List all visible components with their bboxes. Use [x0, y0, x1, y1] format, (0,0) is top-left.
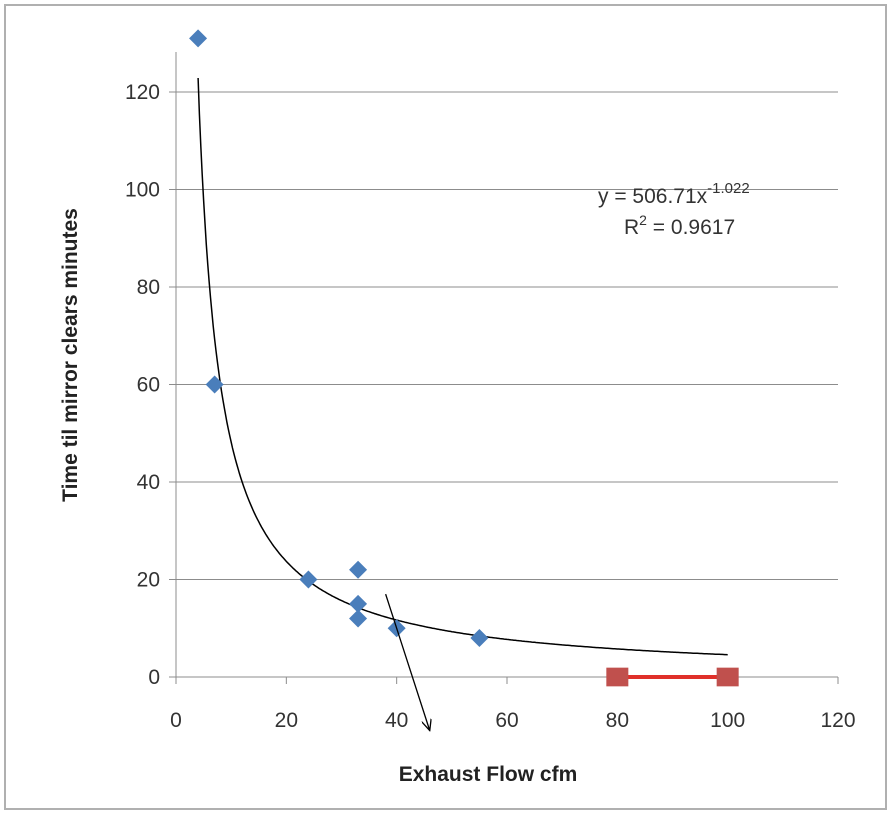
axes — [169, 52, 839, 684]
x-tick-label-0: 0 — [170, 709, 182, 732]
gridlines — [176, 91, 838, 580]
x-tick-label-20: 20 — [275, 709, 298, 732]
trendline-equation: y = 506.71x-1.022 — [598, 180, 750, 208]
y-tick-label-60: 60 — [137, 374, 160, 397]
data-series — [189, 29, 739, 687]
diamond-point-7 — [470, 629, 489, 647]
x-tick-label-100: 100 — [710, 709, 745, 732]
x-tick-label-60: 60 — [495, 709, 518, 732]
diamond-point-1 — [205, 375, 224, 394]
x-tick-label-80: 80 — [606, 709, 629, 732]
diamond-point-3 — [349, 560, 368, 579]
chart-frame — [4, 4, 887, 810]
tick-labels: 0 20 40 60 80 100 120 0 20 40 60 80 100 120 — [125, 81, 856, 732]
annotation-arrow-0 — [385, 593, 430, 731]
y-axis-title: Time til mirror clears minutes — [59, 208, 82, 502]
r-squared-superscript: 2 — [639, 212, 647, 228]
diamond-point-5 — [349, 609, 368, 628]
y-tick-label-100: 100 — [125, 179, 160, 202]
equation-base: y = 506.71x — [598, 185, 708, 208]
square-point-0 — [606, 667, 629, 687]
y-tick-label-120: 120 — [125, 81, 160, 104]
square-point-1 — [716, 667, 739, 687]
r-squared: R2 = 0.9617 — [624, 212, 735, 239]
y-tick-label-0: 0 — [148, 666, 160, 689]
r-squared-prefix: R — [624, 216, 639, 239]
trendline-group — [197, 77, 728, 656]
diamond-point-2 — [299, 570, 318, 589]
x-axis-title: Exhaust Flow cfm — [399, 763, 578, 786]
equation-exponent: -1.022 — [707, 180, 750, 197]
diamond-point-0 — [189, 29, 208, 48]
annotations — [385, 593, 430, 731]
diamond-point-4 — [349, 594, 368, 613]
y-tick-label-20: 20 — [137, 569, 160, 592]
y-tick-label-80: 80 — [137, 276, 160, 299]
x-tick-label-40: 40 — [385, 709, 408, 732]
y-tick-label-40: 40 — [137, 471, 160, 494]
r-squared-value: = 0.9617 — [647, 216, 735, 239]
power-trendline — [197, 77, 728, 656]
x-tick-label-120: 120 — [820, 709, 855, 732]
